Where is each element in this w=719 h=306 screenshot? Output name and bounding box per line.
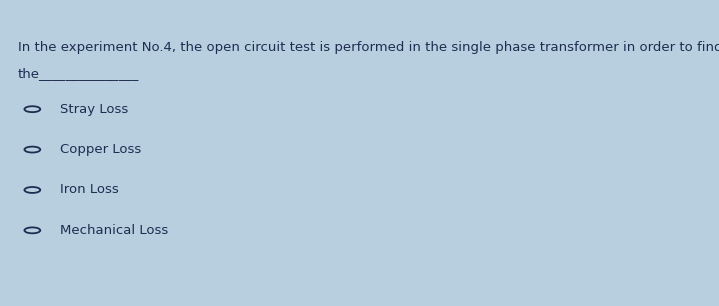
Text: Iron Loss: Iron Loss xyxy=(60,184,119,196)
Text: the_______________: the_______________ xyxy=(18,67,139,80)
Text: Mechanical Loss: Mechanical Loss xyxy=(60,224,168,237)
Text: In the experiment No.4, the open circuit test is performed in the single phase t: In the experiment No.4, the open circuit… xyxy=(18,40,719,54)
Text: Stray Loss: Stray Loss xyxy=(60,103,128,116)
Text: Copper Loss: Copper Loss xyxy=(60,143,141,156)
